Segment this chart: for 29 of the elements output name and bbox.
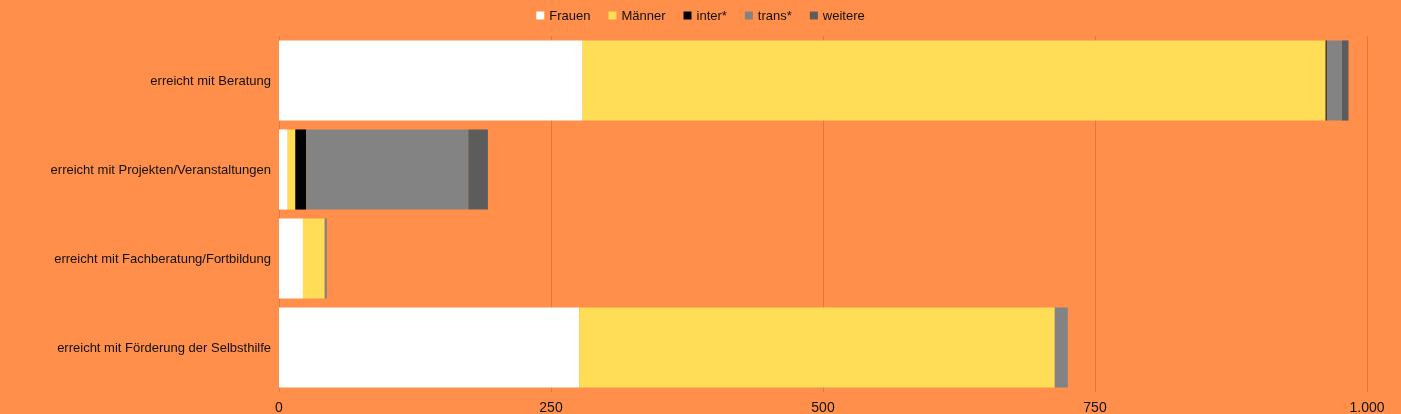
bar (582, 40, 1326, 121)
x-tick-label: 750 (1083, 399, 1107, 414)
bar (287, 129, 296, 210)
bar (324, 218, 327, 299)
bar (295, 129, 307, 210)
bar (468, 129, 488, 210)
bar (579, 307, 1055, 388)
y-tick-label: erreicht mit Projekten/Veranstaltungen (50, 162, 271, 177)
x-tick-label: 250 (539, 399, 563, 414)
x-tick-label: 0 (275, 399, 284, 414)
bar (302, 218, 325, 299)
bar (306, 129, 469, 210)
y-tick-label: erreicht mit Fachberatung/Fortbildung (54, 251, 271, 266)
legend-label: Männer (621, 8, 667, 23)
y-tick-label: erreicht mit Beratung (150, 73, 271, 88)
bar (1341, 40, 1349, 121)
y-tick-label: erreicht mit Förderung der Selbsthilfe (57, 340, 271, 355)
bar (1326, 40, 1342, 121)
legend-label: inter* (696, 8, 727, 23)
x-tick-label: 1.000 (1349, 399, 1385, 414)
bar (279, 40, 583, 121)
bar (279, 307, 580, 388)
legend-label: trans* (757, 8, 792, 23)
bar (1054, 307, 1068, 388)
legend-label: Frauen (549, 8, 591, 23)
bar (279, 218, 303, 299)
bar (279, 129, 288, 210)
legend-label: weitere (821, 8, 865, 23)
x-tick-label: 500 (811, 399, 835, 414)
